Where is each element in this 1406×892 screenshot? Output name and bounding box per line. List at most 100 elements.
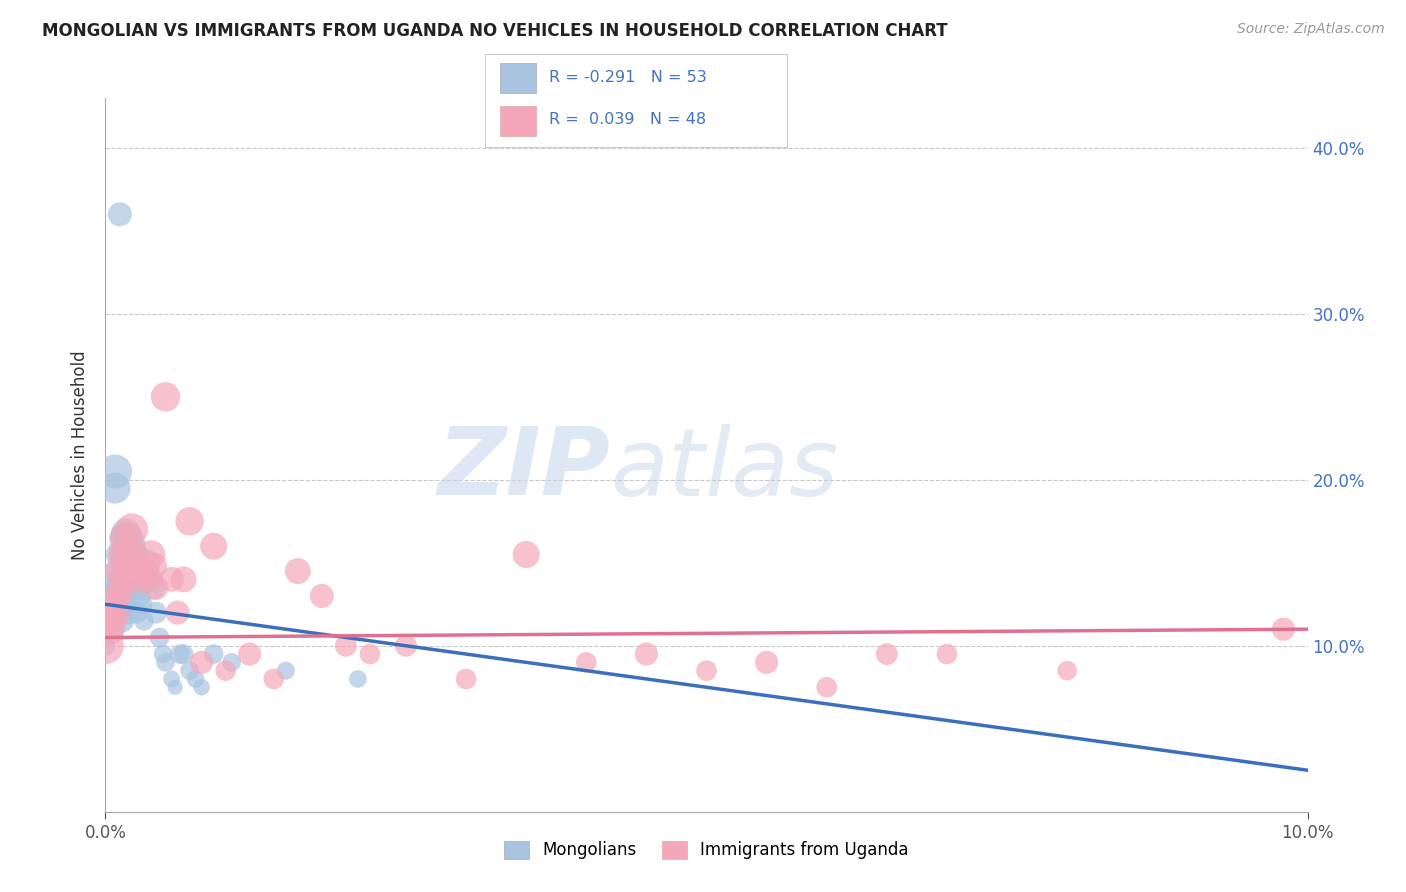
Point <box>114 597 136 611</box>
Point <box>347 672 370 686</box>
Point <box>94 639 117 653</box>
Point <box>112 548 135 562</box>
Point <box>515 548 537 562</box>
Point <box>108 564 131 578</box>
Point <box>160 573 183 587</box>
Point <box>263 672 285 686</box>
Point <box>128 573 150 587</box>
Point <box>112 573 135 587</box>
Point <box>122 539 145 553</box>
Point <box>155 390 177 404</box>
Point <box>395 639 418 653</box>
Point <box>1272 622 1295 636</box>
Point <box>815 680 838 694</box>
Point <box>155 656 177 670</box>
Point <box>131 597 153 611</box>
Legend: Mongolians, Immigrants from Uganda: Mongolians, Immigrants from Uganda <box>496 832 917 868</box>
Point <box>117 606 139 620</box>
Point <box>127 581 149 595</box>
Point <box>100 597 122 611</box>
Text: R = -0.291   N = 53: R = -0.291 N = 53 <box>548 70 706 85</box>
Point <box>111 614 134 628</box>
Point <box>121 523 143 537</box>
Point <box>112 531 135 545</box>
Point <box>145 606 167 620</box>
Point <box>100 614 122 628</box>
Point <box>94 639 117 653</box>
Point <box>132 614 155 628</box>
Point <box>107 581 129 595</box>
Point <box>104 597 127 611</box>
Point <box>335 639 357 653</box>
Point <box>152 647 174 661</box>
Point <box>202 647 225 661</box>
Point <box>118 556 141 570</box>
Point <box>100 625 122 640</box>
Point <box>107 589 129 603</box>
Point <box>148 631 170 645</box>
Point <box>936 647 959 661</box>
Text: Source: ZipAtlas.com: Source: ZipAtlas.com <box>1237 22 1385 37</box>
Point <box>108 207 131 221</box>
Point <box>142 559 165 574</box>
Point <box>115 531 138 545</box>
Point <box>112 548 135 562</box>
Text: atlas: atlas <box>610 424 838 515</box>
Point <box>876 647 898 661</box>
Point <box>118 548 141 562</box>
Point <box>184 672 207 686</box>
Point <box>456 672 478 686</box>
Point <box>142 581 165 595</box>
Point <box>124 559 146 574</box>
Point <box>636 647 658 661</box>
Point <box>115 559 138 574</box>
Point <box>104 481 127 495</box>
Point <box>125 606 148 620</box>
Point <box>136 556 159 570</box>
Point <box>274 664 297 678</box>
Point <box>575 656 598 670</box>
Point <box>121 573 143 587</box>
Point <box>1056 664 1078 678</box>
Point <box>120 573 142 587</box>
Point <box>139 548 162 562</box>
Point <box>103 622 125 636</box>
Point <box>107 564 129 578</box>
Point <box>108 548 131 562</box>
Text: ZIP: ZIP <box>437 423 610 516</box>
Point <box>112 573 135 587</box>
Point <box>115 581 138 595</box>
Point <box>311 589 333 603</box>
Bar <box>501 106 537 136</box>
Point <box>128 589 150 603</box>
Point <box>214 664 236 678</box>
Point <box>108 573 131 587</box>
Point <box>173 647 195 661</box>
Point <box>166 606 188 620</box>
Point <box>173 573 195 587</box>
Point <box>94 631 117 645</box>
Point <box>132 564 155 578</box>
Point <box>124 548 146 562</box>
Point <box>169 647 191 661</box>
Point <box>108 585 131 599</box>
Point <box>124 559 146 574</box>
Point <box>239 647 262 661</box>
Point <box>118 531 141 545</box>
Point <box>160 672 183 686</box>
Point <box>115 556 138 570</box>
Point <box>202 539 225 553</box>
Point <box>107 606 129 620</box>
Point <box>104 465 127 479</box>
Bar <box>501 63 537 93</box>
Point <box>179 664 201 678</box>
Point <box>139 573 162 587</box>
Point <box>696 664 718 678</box>
Point <box>136 569 159 583</box>
Point <box>110 597 132 611</box>
Point <box>100 614 122 628</box>
Point <box>115 525 138 540</box>
Text: R =  0.039   N = 48: R = 0.039 N = 48 <box>548 112 706 127</box>
Point <box>190 656 212 670</box>
Point <box>100 581 122 595</box>
